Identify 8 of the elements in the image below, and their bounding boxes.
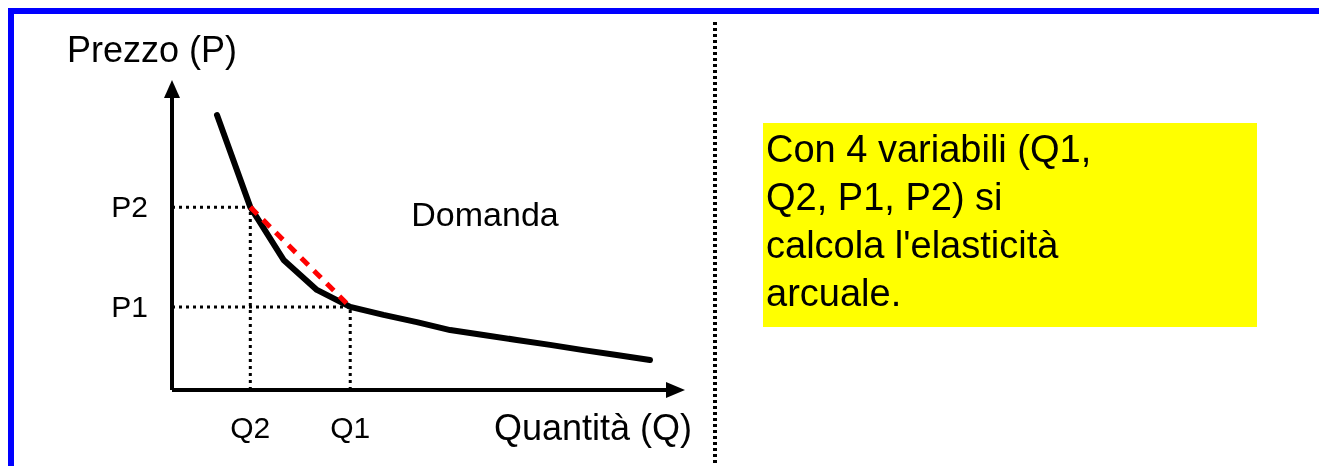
x-tick-label: Q1 [330, 411, 371, 444]
x-tick-label: Q2 [230, 411, 271, 444]
annotation: Domanda [411, 195, 559, 233]
text: Con 4 variabili (Q1, Q2, P1, P2) si calcola l'elasticità arcuale. [766, 128, 1092, 314]
ref-line-label: P1 [111, 289, 148, 323]
y-axis-title: Prezzo (P) [67, 29, 238, 70]
x-axis-title: Quantità (Q) [493, 407, 692, 448]
ref-line-label: P2 [111, 190, 148, 224]
